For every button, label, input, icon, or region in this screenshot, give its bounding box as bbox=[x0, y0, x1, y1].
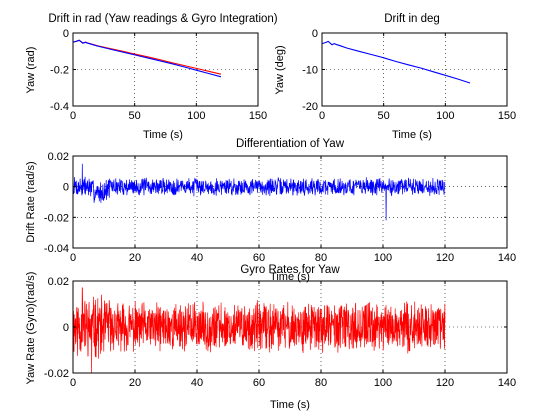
x-tick-label: 50 bbox=[129, 110, 141, 122]
y-tick-label: -0.02 bbox=[44, 212, 69, 224]
x-tick-label: 80 bbox=[315, 252, 327, 264]
chart-title: Drift in deg bbox=[384, 13, 440, 25]
x-tick-label: 120 bbox=[436, 252, 454, 264]
x-tick-label: 40 bbox=[191, 252, 203, 264]
y-tick-label: 0 bbox=[63, 322, 69, 334]
y-tick-label: -0.2 bbox=[50, 65, 69, 77]
chart-gyro-rates: Gyro Rates for Yaw Time (s) Yaw Rate (Gy… bbox=[25, 264, 516, 411]
x-tick-label: 20 bbox=[129, 377, 141, 389]
chart-title: Drift in rad (Yaw readings & Gyro Integr… bbox=[48, 13, 277, 25]
x-tick-label: 40 bbox=[191, 377, 203, 389]
y-tick-label: -0.02 bbox=[44, 368, 69, 380]
y-tick-label: -20 bbox=[302, 101, 318, 113]
y-tick-label: 0.02 bbox=[48, 276, 69, 288]
series-line bbox=[72, 39, 222, 78]
chart-title: Differentiation of Yaw bbox=[236, 138, 345, 150]
x-tick-label: 150 bbox=[498, 110, 516, 122]
x-axis-label: Time (s) bbox=[270, 399, 310, 411]
plot-frame bbox=[72, 155, 508, 249]
x-tick-label: 60 bbox=[253, 377, 265, 389]
chart-title: Gyro Rates for Yaw bbox=[240, 264, 340, 276]
series-line bbox=[72, 163, 446, 221]
x-axis-label: Time (s) bbox=[392, 129, 432, 141]
x-tick-label: 140 bbox=[498, 377, 516, 389]
series-line bbox=[321, 40, 471, 84]
chart-drift-rad: Drift in rad (Yaw readings & Gyro Integr… bbox=[25, 13, 278, 141]
x-tick-label: 100 bbox=[436, 110, 454, 122]
x-axis-label: Time (s) bbox=[270, 271, 310, 283]
chart-differentiation-of-yaw: Differentiation of Yaw Time (s) Drift Ra… bbox=[25, 138, 516, 283]
chart-drift-deg: Drift in deg Time (s) Yaw (deg) 0 50 100 15… bbox=[274, 13, 516, 141]
x-tick-label: 140 bbox=[498, 252, 516, 264]
x-tick-label: 100 bbox=[187, 110, 205, 122]
y-tick-label: -0.04 bbox=[44, 243, 69, 255]
x-tick-label: 80 bbox=[315, 377, 327, 389]
y-tick-label: 0.02 bbox=[48, 151, 69, 163]
y-tick-label: -0.4 bbox=[50, 101, 69, 113]
x-tick-label: 60 bbox=[253, 252, 265, 264]
x-tick-label: 120 bbox=[436, 377, 454, 389]
x-axis-label: Time (s) bbox=[143, 129, 183, 141]
x-tick-label: 100 bbox=[374, 377, 392, 389]
x-tick-label: 20 bbox=[129, 252, 141, 264]
x-tick-label: 150 bbox=[249, 110, 267, 122]
y-tick-label: 0 bbox=[312, 28, 318, 40]
x-tick-label: 100 bbox=[374, 252, 392, 264]
y-axis-label: Yaw Rate (Gyro)(rad/s) bbox=[25, 272, 37, 385]
x-tick-label: 0 bbox=[319, 110, 325, 122]
y-axis-label: Yaw (deg) bbox=[274, 45, 286, 94]
x-tick-label: 0 bbox=[70, 110, 76, 122]
y-tick-label: 0 bbox=[63, 28, 69, 40]
series-line bbox=[72, 287, 446, 374]
x-tick-label: 0 bbox=[70, 252, 76, 264]
y-tick-label: 0 bbox=[63, 182, 69, 194]
y-tick-label: -10 bbox=[302, 65, 318, 77]
x-tick-label: 0 bbox=[70, 377, 76, 389]
y-axis-label: Drift Rate (rad/s) bbox=[25, 161, 37, 242]
x-tick-label: 50 bbox=[378, 110, 390, 122]
y-axis-label: Yaw (rad) bbox=[25, 47, 37, 94]
